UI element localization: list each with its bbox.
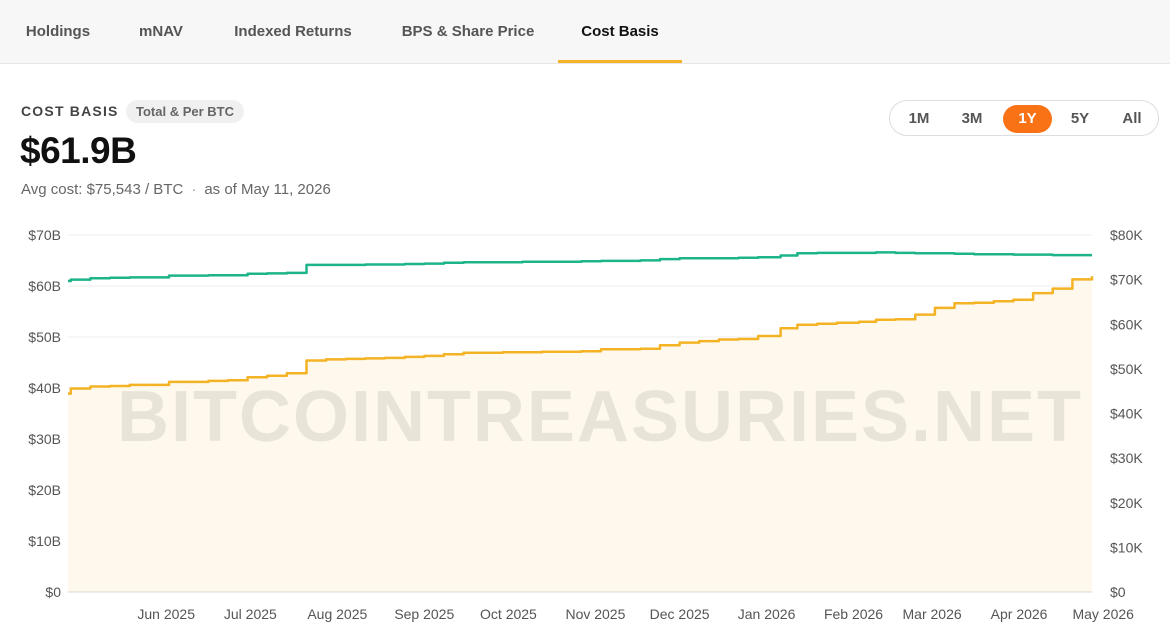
y-left-tick-label: $10B — [28, 533, 61, 549]
tab-indexed-returns[interactable]: Indexed Returns — [212, 0, 374, 63]
range-button-1m[interactable]: 1M — [908, 110, 930, 127]
x-tick-label: Jul 2025 — [224, 606, 277, 622]
x-tick-label: Aug 2025 — [307, 606, 367, 622]
metric-pill: Total & Per BTC — [126, 100, 244, 123]
range-button-1y[interactable]: 1Y — [1003, 105, 1052, 133]
watermark: BITCOINTREASURIES.NET — [117, 377, 1083, 457]
y-left-tick-label: $0 — [45, 584, 61, 600]
total-cost-basis-value: $61.9B — [20, 130, 137, 171]
per-btc-cost-line — [68, 251, 1092, 283]
section-label: COST BASIS — [21, 103, 119, 119]
x-tick-label: Dec 2025 — [650, 606, 710, 622]
avg-cost-text: Avg cost: $75,543 / BTC — [21, 181, 184, 198]
y-right-tick-label: $60K — [1110, 316, 1143, 332]
tab-cost-basis[interactable]: Cost Basis — [558, 0, 682, 63]
active-tab-indicator — [558, 60, 682, 63]
x-tick-label: Apr 2026 — [991, 606, 1048, 622]
tab-label: BPS & Share Price — [401, 23, 535, 40]
range-button-5y[interactable]: 5Y — [1070, 110, 1090, 127]
y-right-tick-label: $70K — [1110, 272, 1143, 288]
time-range-selector: 1M 3M 1Y 5Y All — [889, 100, 1159, 136]
tab-label: mNAV — [139, 23, 183, 40]
x-tick-label: Oct 2025 — [480, 606, 537, 622]
x-tick-label: Jan 2026 — [738, 606, 796, 622]
y-right-tick-label: $40K — [1110, 406, 1143, 422]
total-cost-basis-line — [68, 276, 1094, 395]
subtitle: Avg cost: $75,543 / BTC · as of May 11, 20… — [21, 181, 331, 198]
tab-bps-share-price[interactable]: BPS & Share Price — [384, 0, 552, 63]
as-of-date: as of May 11, 2026 — [204, 181, 331, 198]
tab-label: Holdings — [25, 23, 91, 40]
total-cost-basis-area — [68, 276, 1092, 592]
y-left-tick-label: $50B — [28, 329, 61, 345]
x-tick-label: Feb 2026 — [824, 606, 883, 622]
tab-holdings[interactable]: Holdings — [8, 0, 108, 63]
y-left-tick-label: $70B — [28, 227, 61, 243]
x-tick-label: May 2026 — [1072, 606, 1134, 622]
x-tick-label: Mar 2026 — [903, 606, 962, 622]
tab-label: Indexed Returns — [234, 23, 352, 40]
cost-basis-chart: $0 $10B $20B $30B $40B $50B $60B $70B $0 $10K $20K… — [28, 227, 1143, 622]
x-tick-label: Sep 2025 — [394, 606, 454, 622]
tab-mnav[interactable]: mNAV — [118, 0, 204, 63]
y-left-tick-label: $30B — [28, 431, 61, 447]
y-left-tick-label: $20B — [28, 482, 61, 498]
y-right-tick-label: $30K — [1110, 450, 1143, 466]
y-right-tick-label: $0 — [1110, 584, 1126, 600]
range-button-3m[interactable]: 3M — [961, 110, 983, 127]
tab-bar: Holdings mNAV Indexed Returns BPS & Shar… — [0, 0, 1170, 64]
y-left-tick-label: $40B — [28, 380, 61, 396]
y-right-tick-label: $50K — [1110, 361, 1143, 377]
y-right-tick-label: $20K — [1110, 495, 1143, 511]
x-tick-label: Nov 2025 — [565, 606, 625, 622]
separator: · — [191, 181, 197, 198]
x-tick-label: Jun 2025 — [137, 606, 195, 622]
tab-label: Cost Basis — [581, 23, 659, 40]
range-button-all[interactable]: All — [1122, 110, 1142, 127]
y-right-tick-label: $80K — [1110, 227, 1143, 243]
y-right-tick-label: $10K — [1110, 539, 1143, 555]
y-left-tick-label: $60B — [28, 278, 61, 294]
